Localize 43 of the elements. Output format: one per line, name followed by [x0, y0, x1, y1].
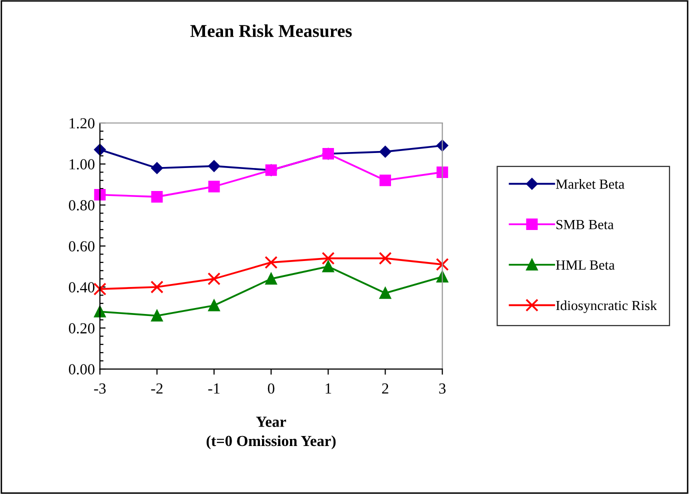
y-tick-label: 0.00	[68, 364, 94, 375]
point	[378, 252, 392, 265]
legend-label: SMB Beta	[556, 220, 614, 230]
point	[436, 166, 448, 178]
x-tick-label: -1	[208, 383, 220, 394]
point	[150, 280, 164, 294]
point	[151, 310, 163, 322]
x-tick-label: 0	[268, 383, 274, 394]
y-tick-label: 1.00	[70, 159, 94, 170]
legend-label: Idiosyncratic Risk	[556, 300, 658, 314]
point	[208, 272, 221, 286]
y-tick-label: 0.40	[68, 282, 94, 293]
y-tick-label: 0.60	[68, 241, 94, 252]
point	[380, 287, 392, 299]
point	[322, 252, 335, 265]
point	[208, 160, 220, 172]
point	[93, 282, 106, 296]
x-axis-title: Year (t=0 Omission Year)	[206, 416, 336, 450]
chart-title: Mean Risk Measures	[190, 24, 352, 38]
point	[151, 191, 163, 203]
y-tick-label: 1.20	[70, 118, 94, 129]
point	[436, 258, 449, 271]
point	[208, 300, 220, 312]
point	[94, 144, 106, 156]
point	[436, 271, 448, 283]
x-tick-label: 2	[382, 383, 388, 394]
y-tick-label: 0.20	[68, 323, 94, 334]
x-tick-label: -2	[151, 383, 162, 394]
point	[265, 273, 277, 285]
point	[322, 260, 334, 272]
point	[264, 256, 278, 269]
point	[208, 180, 220, 192]
point	[151, 162, 163, 174]
x-tick-label: -3	[94, 383, 106, 394]
point	[94, 188, 106, 201]
legend-label: Market Beta	[556, 179, 624, 189]
point	[379, 146, 392, 158]
y-tick-label: 0.80	[68, 200, 94, 211]
point	[380, 174, 392, 186]
point	[94, 306, 106, 318]
legend-label: HML Beta	[556, 260, 615, 270]
x-tick-label: 1	[326, 383, 332, 394]
x-tick-label: 3	[439, 383, 446, 394]
